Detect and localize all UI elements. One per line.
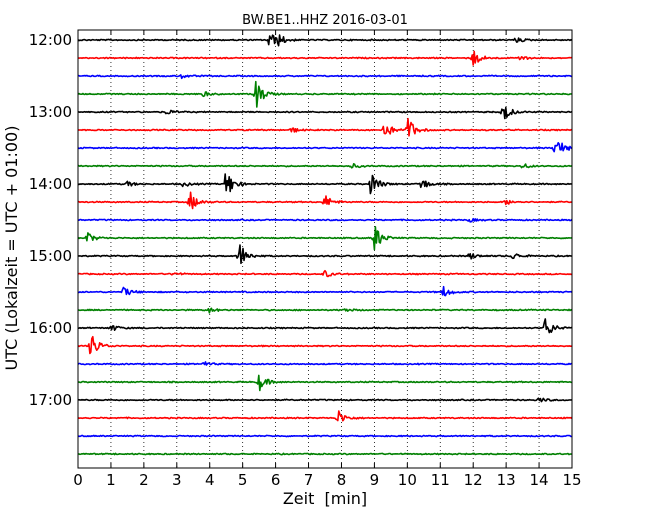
trace-1345	[77, 163, 573, 169]
trace-1515	[78, 269, 573, 278]
x-tick-label: 7	[304, 471, 314, 489]
trace-1430	[77, 217, 573, 223]
plot-frame	[77, 29, 573, 469]
x-tick-label: 10	[398, 471, 417, 489]
y-tick-label: 15:00	[29, 247, 72, 265]
y-axis-label: UTC (Lokalzeit = UTC + 01:00)	[2, 126, 21, 371]
chart-title: BW.BE1..HHZ 2016-03-01	[242, 13, 408, 28]
trace-1630	[77, 361, 573, 366]
trace-1600	[77, 318, 573, 334]
trace-1200	[77, 34, 573, 47]
trace-1715	[77, 410, 573, 422]
trace-1330	[77, 142, 573, 153]
trace-1700	[77, 397, 573, 403]
trace-1500	[77, 244, 573, 265]
x-tick-label: 14	[530, 471, 549, 489]
trace-1215	[77, 50, 573, 66]
trace-1230	[77, 74, 573, 80]
x-axis-label: Zeit [min]	[283, 489, 367, 508]
trace-1415	[77, 191, 573, 210]
x-tick-label: 0	[73, 471, 83, 489]
trace-1315	[77, 117, 573, 137]
x-tick-label: 3	[172, 471, 182, 489]
y-tick-label: 16:00	[29, 319, 72, 337]
y-tick-labels: 12:00 13:00 14:00 15:00 16:00 17:00	[29, 31, 72, 409]
x-tick-label: 5	[238, 471, 248, 489]
trace-1400	[77, 173, 573, 195]
x-tick-label: 15	[562, 471, 581, 489]
y-tick-label: 13:00	[29, 103, 72, 121]
x-tick-label: 1	[106, 471, 116, 489]
x-tick-label: 12	[464, 471, 483, 489]
x-tick-label: 13	[497, 471, 516, 489]
trace-1545	[77, 307, 573, 314]
trace-1245	[77, 80, 573, 108]
trace-1300	[77, 106, 573, 120]
y-tick-label: 14:00	[29, 175, 72, 193]
x-tick-label: 8	[337, 471, 347, 489]
traces	[77, 34, 573, 456]
trace-1530	[78, 285, 573, 297]
grid-lines	[110, 30, 540, 468]
x-tick-label: 9	[370, 471, 380, 489]
trace-1745	[77, 452, 573, 456]
y-tick-label: 17:00	[29, 391, 72, 409]
trace-1645	[77, 374, 572, 392]
x-tick-label: 2	[139, 471, 149, 489]
x-tick-label: 11	[431, 471, 450, 489]
axis-ticks	[77, 30, 573, 468]
trace-1445	[77, 226, 572, 251]
trace-1615	[77, 335, 573, 355]
x-tick-label: 6	[271, 471, 281, 489]
x-tick-labels: 0 1 2 3 4 5 6 7 8 9 10 11 12 13 14 15	[73, 471, 581, 489]
y-tick-label: 12:00	[29, 31, 72, 49]
trace-1730	[77, 434, 573, 438]
x-tick-label: 4	[205, 471, 215, 489]
